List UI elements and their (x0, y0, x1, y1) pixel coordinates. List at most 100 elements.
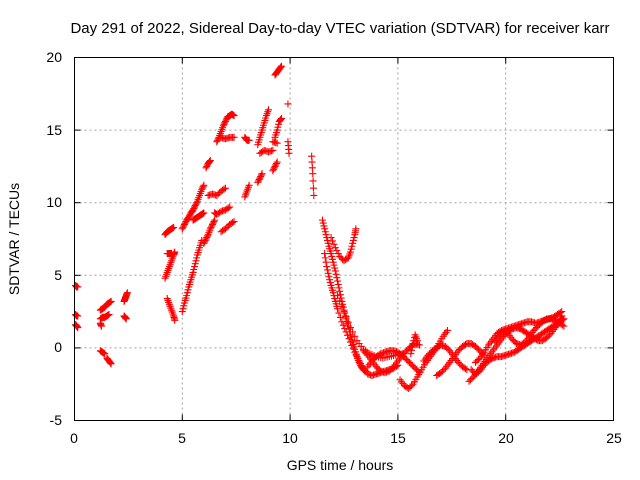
data-point (344, 318, 352, 326)
data-point (193, 199, 201, 207)
data-point (123, 289, 131, 297)
chart-title: Day 291 of 2022, Sidereal Day-to-day VTE… (70, 20, 609, 37)
data-point (168, 250, 176, 258)
data-point (220, 185, 228, 193)
data-point (230, 218, 238, 226)
data-point (348, 341, 356, 349)
data-point (323, 266, 331, 274)
data-point (202, 235, 210, 243)
data-point (230, 133, 238, 141)
data-point (189, 268, 197, 276)
data-point (208, 220, 216, 228)
data-point (325, 273, 333, 281)
data-point (190, 265, 198, 273)
data-point (257, 171, 265, 179)
data-point (342, 328, 350, 336)
data-point (179, 305, 187, 313)
data-point (337, 294, 345, 302)
data-point (181, 219, 189, 227)
x-tick-label: 0 (70, 430, 78, 446)
data-point (214, 136, 222, 144)
x-tick-labels: 0 5 10 15 20 25 (70, 430, 622, 446)
data-point (322, 258, 330, 266)
data-point (220, 120, 228, 128)
data-point (209, 219, 217, 227)
data-point (330, 261, 338, 269)
data-point (335, 284, 343, 292)
data-point (284, 100, 292, 108)
data-point (254, 178, 262, 186)
data-point (556, 309, 564, 317)
data-point (180, 220, 188, 228)
y-tick-label: -5 (50, 412, 63, 428)
data-point (341, 325, 349, 333)
data-point (560, 315, 568, 323)
data-point (192, 200, 200, 208)
x-tick-label: 25 (606, 430, 622, 446)
data-point (107, 297, 115, 305)
data-point (339, 303, 347, 311)
data-point (461, 365, 469, 373)
data-point (106, 359, 114, 367)
data-point (273, 126, 281, 134)
data-point (273, 158, 281, 166)
y-tick-labels: -5 0 5 10 15 20 (46, 49, 62, 428)
x-tick-label: 10 (282, 430, 298, 446)
data-point (203, 234, 211, 242)
data-point (324, 239, 332, 247)
data-point (256, 174, 264, 182)
data-point (183, 289, 191, 297)
data-point (269, 146, 277, 154)
data-point (201, 236, 209, 244)
data-point (200, 209, 208, 217)
data-point (333, 274, 341, 282)
data-point (331, 244, 339, 252)
data-point (558, 321, 566, 329)
data-point (309, 170, 317, 178)
data-point (340, 308, 348, 316)
data-point (338, 302, 346, 310)
data-point (203, 162, 211, 170)
y-axis-label: SDTVAR / TECUs (6, 183, 22, 295)
data-point (207, 223, 215, 231)
data-point (229, 219, 237, 227)
y-tick-label: 10 (46, 194, 62, 210)
data-point (272, 161, 280, 169)
data-point (408, 382, 416, 390)
data-point (221, 184, 229, 192)
data-point (210, 218, 218, 226)
data-point (213, 138, 221, 146)
data-point (558, 308, 566, 316)
data-point (321, 250, 329, 258)
data-point (101, 350, 109, 358)
data-point (277, 63, 285, 71)
data-point (285, 149, 293, 157)
data-point (350, 234, 358, 242)
data-point (178, 308, 186, 316)
data-point (122, 315, 130, 323)
data-point (192, 257, 200, 265)
data-point (327, 234, 335, 242)
ticks (74, 57, 614, 421)
y-tick-label: 0 (54, 339, 62, 355)
data-point (352, 225, 360, 233)
data-point (191, 263, 199, 271)
data-point (349, 345, 357, 353)
data-point (193, 254, 201, 262)
data-point (219, 122, 227, 130)
data-point (180, 302, 188, 310)
data-point (178, 225, 186, 233)
data-point (409, 340, 417, 348)
data-point (277, 114, 285, 122)
data-point (269, 167, 277, 175)
data-point (183, 292, 191, 300)
data-point (74, 312, 82, 320)
data-point (201, 238, 209, 246)
data-point (255, 175, 263, 183)
data-point (349, 236, 357, 244)
data-point (334, 292, 342, 300)
data-point (198, 184, 206, 192)
data-point (270, 164, 278, 172)
data-point (408, 346, 416, 354)
